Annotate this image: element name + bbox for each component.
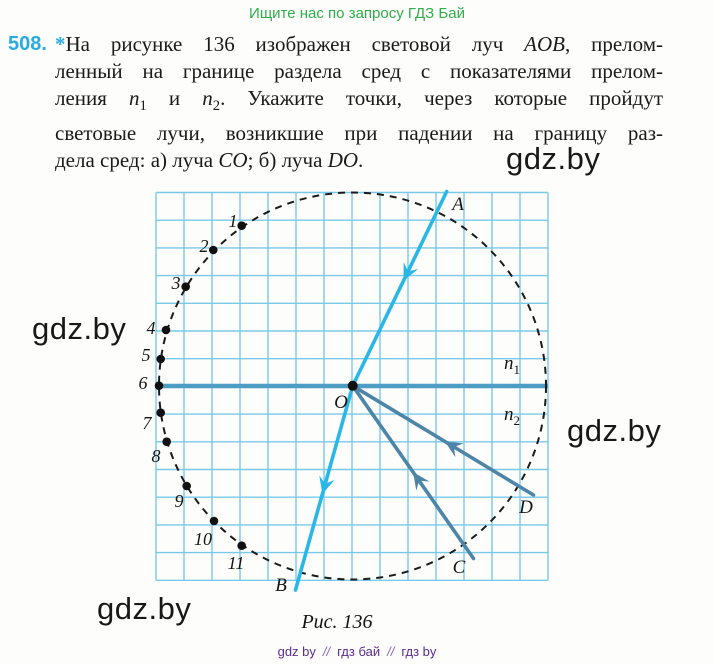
numbered-point-dot <box>182 481 191 491</box>
label-D: D <box>518 497 533 518</box>
incident-ray-AO <box>350 189 449 388</box>
numbered-point-dot <box>237 541 246 550</box>
numbered-point-label: 8 <box>152 446 161 466</box>
numbered-point-dot <box>154 381 164 391</box>
ray-DO <box>350 383 536 497</box>
numbered-point-label: 9 <box>175 491 184 511</box>
footer-link-gdz-by-lat[interactable]: gdz by <box>277 644 316 659</box>
problem-line: дела сред: а) луча CO; б) луча DO. <box>55 148 364 173</box>
label-O: O <box>334 392 348 413</box>
problem-line: световые лучи, возникшие при падении на … <box>55 121 663 146</box>
numbered-point-dot <box>237 221 246 230</box>
ray-DO-arrowhead <box>444 441 464 458</box>
numbered-point-label: 5 <box>142 345 151 365</box>
numbered-point-label: 4 <box>147 318 156 338</box>
problem-line: *На рисунке 136 изображен световой луч A… <box>55 32 663 56</box>
watermark-left: gdz.by <box>32 311 127 346</box>
site-header-text: Ищите нас по запросу ГДЗ Бай <box>249 5 465 22</box>
numbered-point-label: 2 <box>200 236 209 256</box>
label-A: A <box>450 194 464 215</box>
problem-line: ления n1 и n2. Укажите точки, через кото… <box>55 86 663 115</box>
problem-number: 508. <box>8 33 47 55</box>
problem-line: ленный на границе раздела сред с показат… <box>55 59 663 83</box>
watermark-top-right: gdz.by <box>506 141 601 176</box>
numbered-point-label: 6 <box>139 373 148 393</box>
numbered-point-label: 7 <box>143 413 153 433</box>
label-C: C <box>453 557 466 578</box>
problem-text: *На рисунке 136 изображен световой луч A… <box>55 31 663 174</box>
numbered-point-dot <box>162 437 171 447</box>
numbered-point-dot <box>209 516 219 526</box>
watermark-bottom-left: gdz.by <box>97 591 192 626</box>
refracted-ray-OB-arrowhead <box>319 475 335 495</box>
dashed-circle <box>158 191 547 581</box>
numbered-point-dot <box>156 354 165 364</box>
problem-block: 508. *На рисунке 136 изображен световой … <box>8 31 673 174</box>
numbered-point-dot <box>181 282 190 292</box>
label-n2: n2 <box>504 404 520 428</box>
footer-links: gdz by // гдз бай // гдз by <box>0 644 714 659</box>
ray-CO-arrowhead <box>413 472 430 491</box>
incident-ray-AO-arrowhead <box>403 262 419 281</box>
numbered-point-label: 10 <box>194 529 212 549</box>
numbered-point-dot <box>156 408 165 418</box>
footer-link-gdz-by-cyr[interactable]: гдз by <box>401 644 437 659</box>
watermark-right: gdz.by <box>567 413 662 448</box>
figure-caption: Рис. 136 <box>301 611 373 633</box>
numbered-point-label: 3 <box>171 273 181 293</box>
figure-refraction-diagram: 123 4 5 6 7 8 9 10 11 A B C D On1 n2 <box>139 189 549 595</box>
numbered-point-dot <box>161 325 171 335</box>
footer-separator: // <box>387 644 395 659</box>
numbered-point-label: 1 <box>229 211 238 231</box>
footer-separator: // <box>322 644 331 659</box>
numbered-point-dot <box>209 245 218 255</box>
label-B: B <box>275 575 287 595</box>
point-O-dot <box>347 380 358 391</box>
numbered-point-label: 11 <box>228 553 245 573</box>
label-n1: n1 <box>504 353 520 377</box>
footer-link-gdz-bai[interactable]: гдз бай <box>337 644 381 659</box>
